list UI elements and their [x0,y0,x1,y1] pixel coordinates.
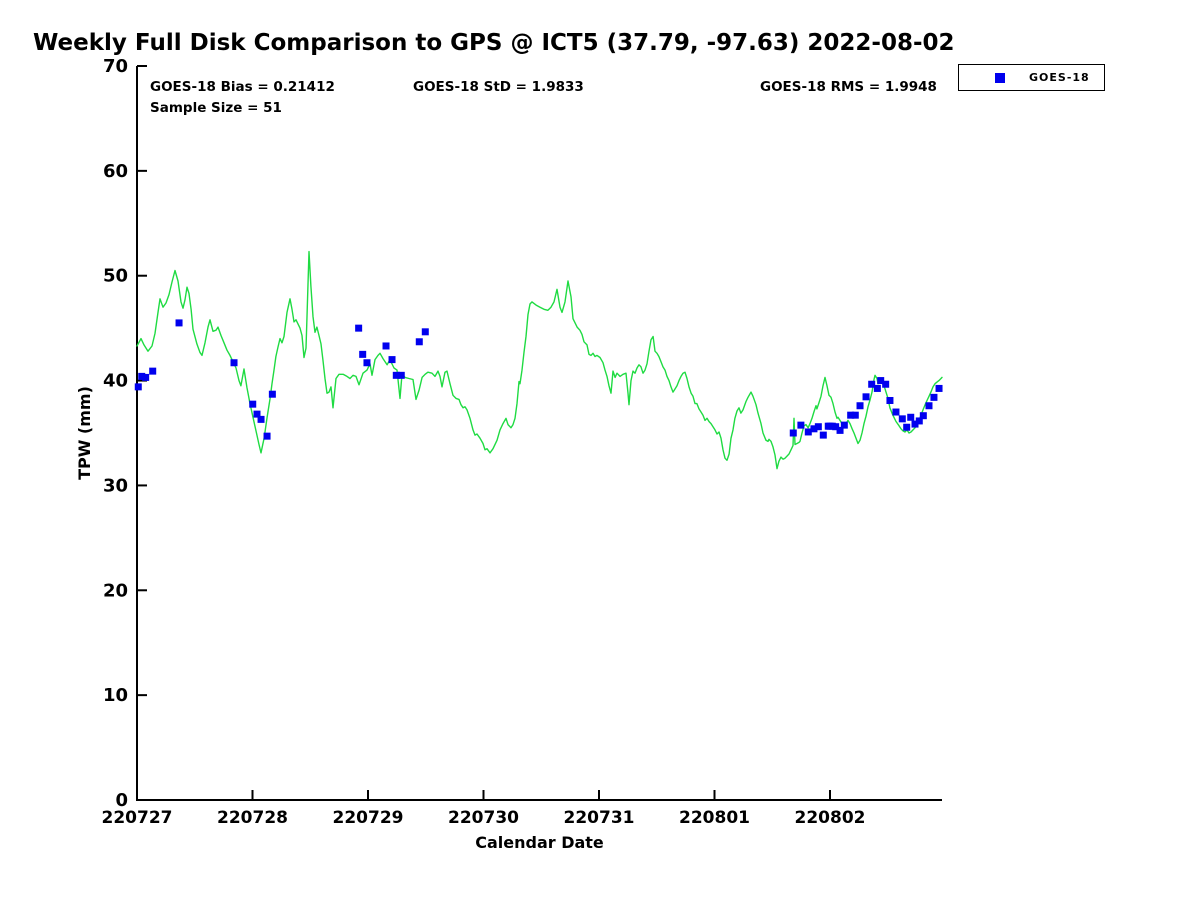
goes18-marker [789,429,797,437]
goes18-marker [930,393,938,401]
goes18-marker [847,411,855,419]
goes18-marker [851,411,859,419]
goes18-marker [355,324,363,332]
legend-label: GOES-18 [1029,71,1090,84]
goes18-marker [877,377,885,385]
goes18-marker [421,328,429,336]
x-tick-label: 220801 [679,808,750,828]
goes18-marker [804,428,812,436]
x-tick-label: 220731 [564,808,635,828]
legend: GOES-18 [958,64,1105,91]
goes18-marker [257,415,265,423]
goes18-marker [915,417,923,425]
goes18-marker [359,350,367,358]
goes18-marker [142,373,150,381]
x-axis-label: Calendar Date [475,833,604,852]
goes18-marker [249,400,257,408]
gps-tpw-line [136,250,943,470]
goes18-marker [898,415,906,423]
goes18-marker [832,423,840,431]
stat-sample-size: Sample Size = 51 [150,100,282,116]
x-tick-label: 220802 [795,808,866,828]
y-tick-label: 20 [103,580,128,601]
goes18-marker [810,425,818,433]
goes18-marker [892,408,900,416]
goes18-marker [397,371,405,379]
goes18-marker [134,383,142,391]
x-tick-label: 220727 [102,808,173,828]
goes18-marker [873,384,881,392]
goes18-marker [814,423,822,431]
goes18-marker [868,380,876,388]
goes18-marker [138,372,146,380]
goes18-marker [911,420,919,428]
y-tick-label: 60 [103,161,128,182]
page-title: Weekly Full Disk Comparison to GPS @ ICT… [33,30,955,56]
goes18-marker [415,338,423,346]
goes18-marker [856,402,864,410]
goes18-marker [268,390,276,398]
y-tick-label: 0 [115,790,128,811]
goes18-marker [392,371,400,379]
stat-std: GOES-18 StD = 1.9833 [413,79,584,95]
y-tick-label: 50 [103,266,128,287]
goes18-marker [840,421,848,429]
goes18-marker [935,384,943,392]
goes18-marker [175,319,183,327]
goes18-marker [919,412,927,420]
x-tick-label: 220730 [448,808,519,828]
legend-marker-square-icon [995,72,1005,83]
stat-bias: GOES-18 Bias = 0.21412 [150,79,335,95]
goes18-marker [797,421,805,429]
y-tick-label: 30 [103,475,128,496]
y-tick-label: 10 [103,685,128,706]
goes18-marker [907,413,915,421]
stat-rms: GOES-18 RMS = 1.9948 [760,79,937,95]
goes18-marker [836,426,844,434]
goes18-marker [363,359,371,367]
goes18-marker [862,393,870,401]
x-tick-label: 220729 [333,808,404,828]
x-tick-label: 220728 [217,808,288,828]
goes18-marker [149,367,157,375]
goes18-marker [886,396,894,404]
goes18-marker [903,423,911,431]
goes18-marker [388,356,396,364]
y-tick-label: 40 [103,371,128,392]
goes18-marker [230,359,238,367]
goes18-marker [925,402,933,410]
goes18-marker [819,431,827,439]
goes18-marker [253,410,261,418]
y-tick-label: 70 [103,56,128,77]
goes18-marker [382,342,390,350]
goes18-marker [882,380,890,388]
goes18-marker [263,432,271,440]
y-axis-label: TPW (mm) [75,386,94,480]
